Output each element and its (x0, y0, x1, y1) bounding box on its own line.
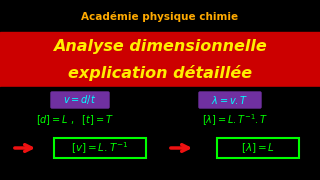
Bar (0, 32, 320, 87)
Text: Analyse dimensionnelle: Analyse dimensionnelle (53, 39, 267, 55)
Text: $[\lambda] = L.T^{-1}.T$: $[\lambda] = L.T^{-1}.T$ (202, 112, 268, 128)
Text: explication détaillée: explication détaillée (68, 65, 252, 81)
Bar (0, 0, 320, 32)
Text: Académie physique chimie: Académie physique chimie (81, 12, 239, 22)
Bar (0, 87, 320, 180)
Text: $[v] = L.T^{-1}$: $[v] = L.T^{-1}$ (71, 140, 129, 156)
FancyBboxPatch shape (51, 92, 109, 108)
Text: $[d] = L\ ,\ \ [t] = T$: $[d] = L\ ,\ \ [t] = T$ (36, 113, 114, 127)
FancyBboxPatch shape (199, 92, 261, 108)
Text: $v = d/t$: $v = d/t$ (63, 93, 97, 107)
Text: $\lambda = v.T$: $\lambda = v.T$ (211, 94, 249, 106)
Text: $[\lambda] = L$: $[\lambda] = L$ (241, 141, 275, 155)
FancyBboxPatch shape (54, 138, 146, 158)
FancyBboxPatch shape (217, 138, 299, 158)
